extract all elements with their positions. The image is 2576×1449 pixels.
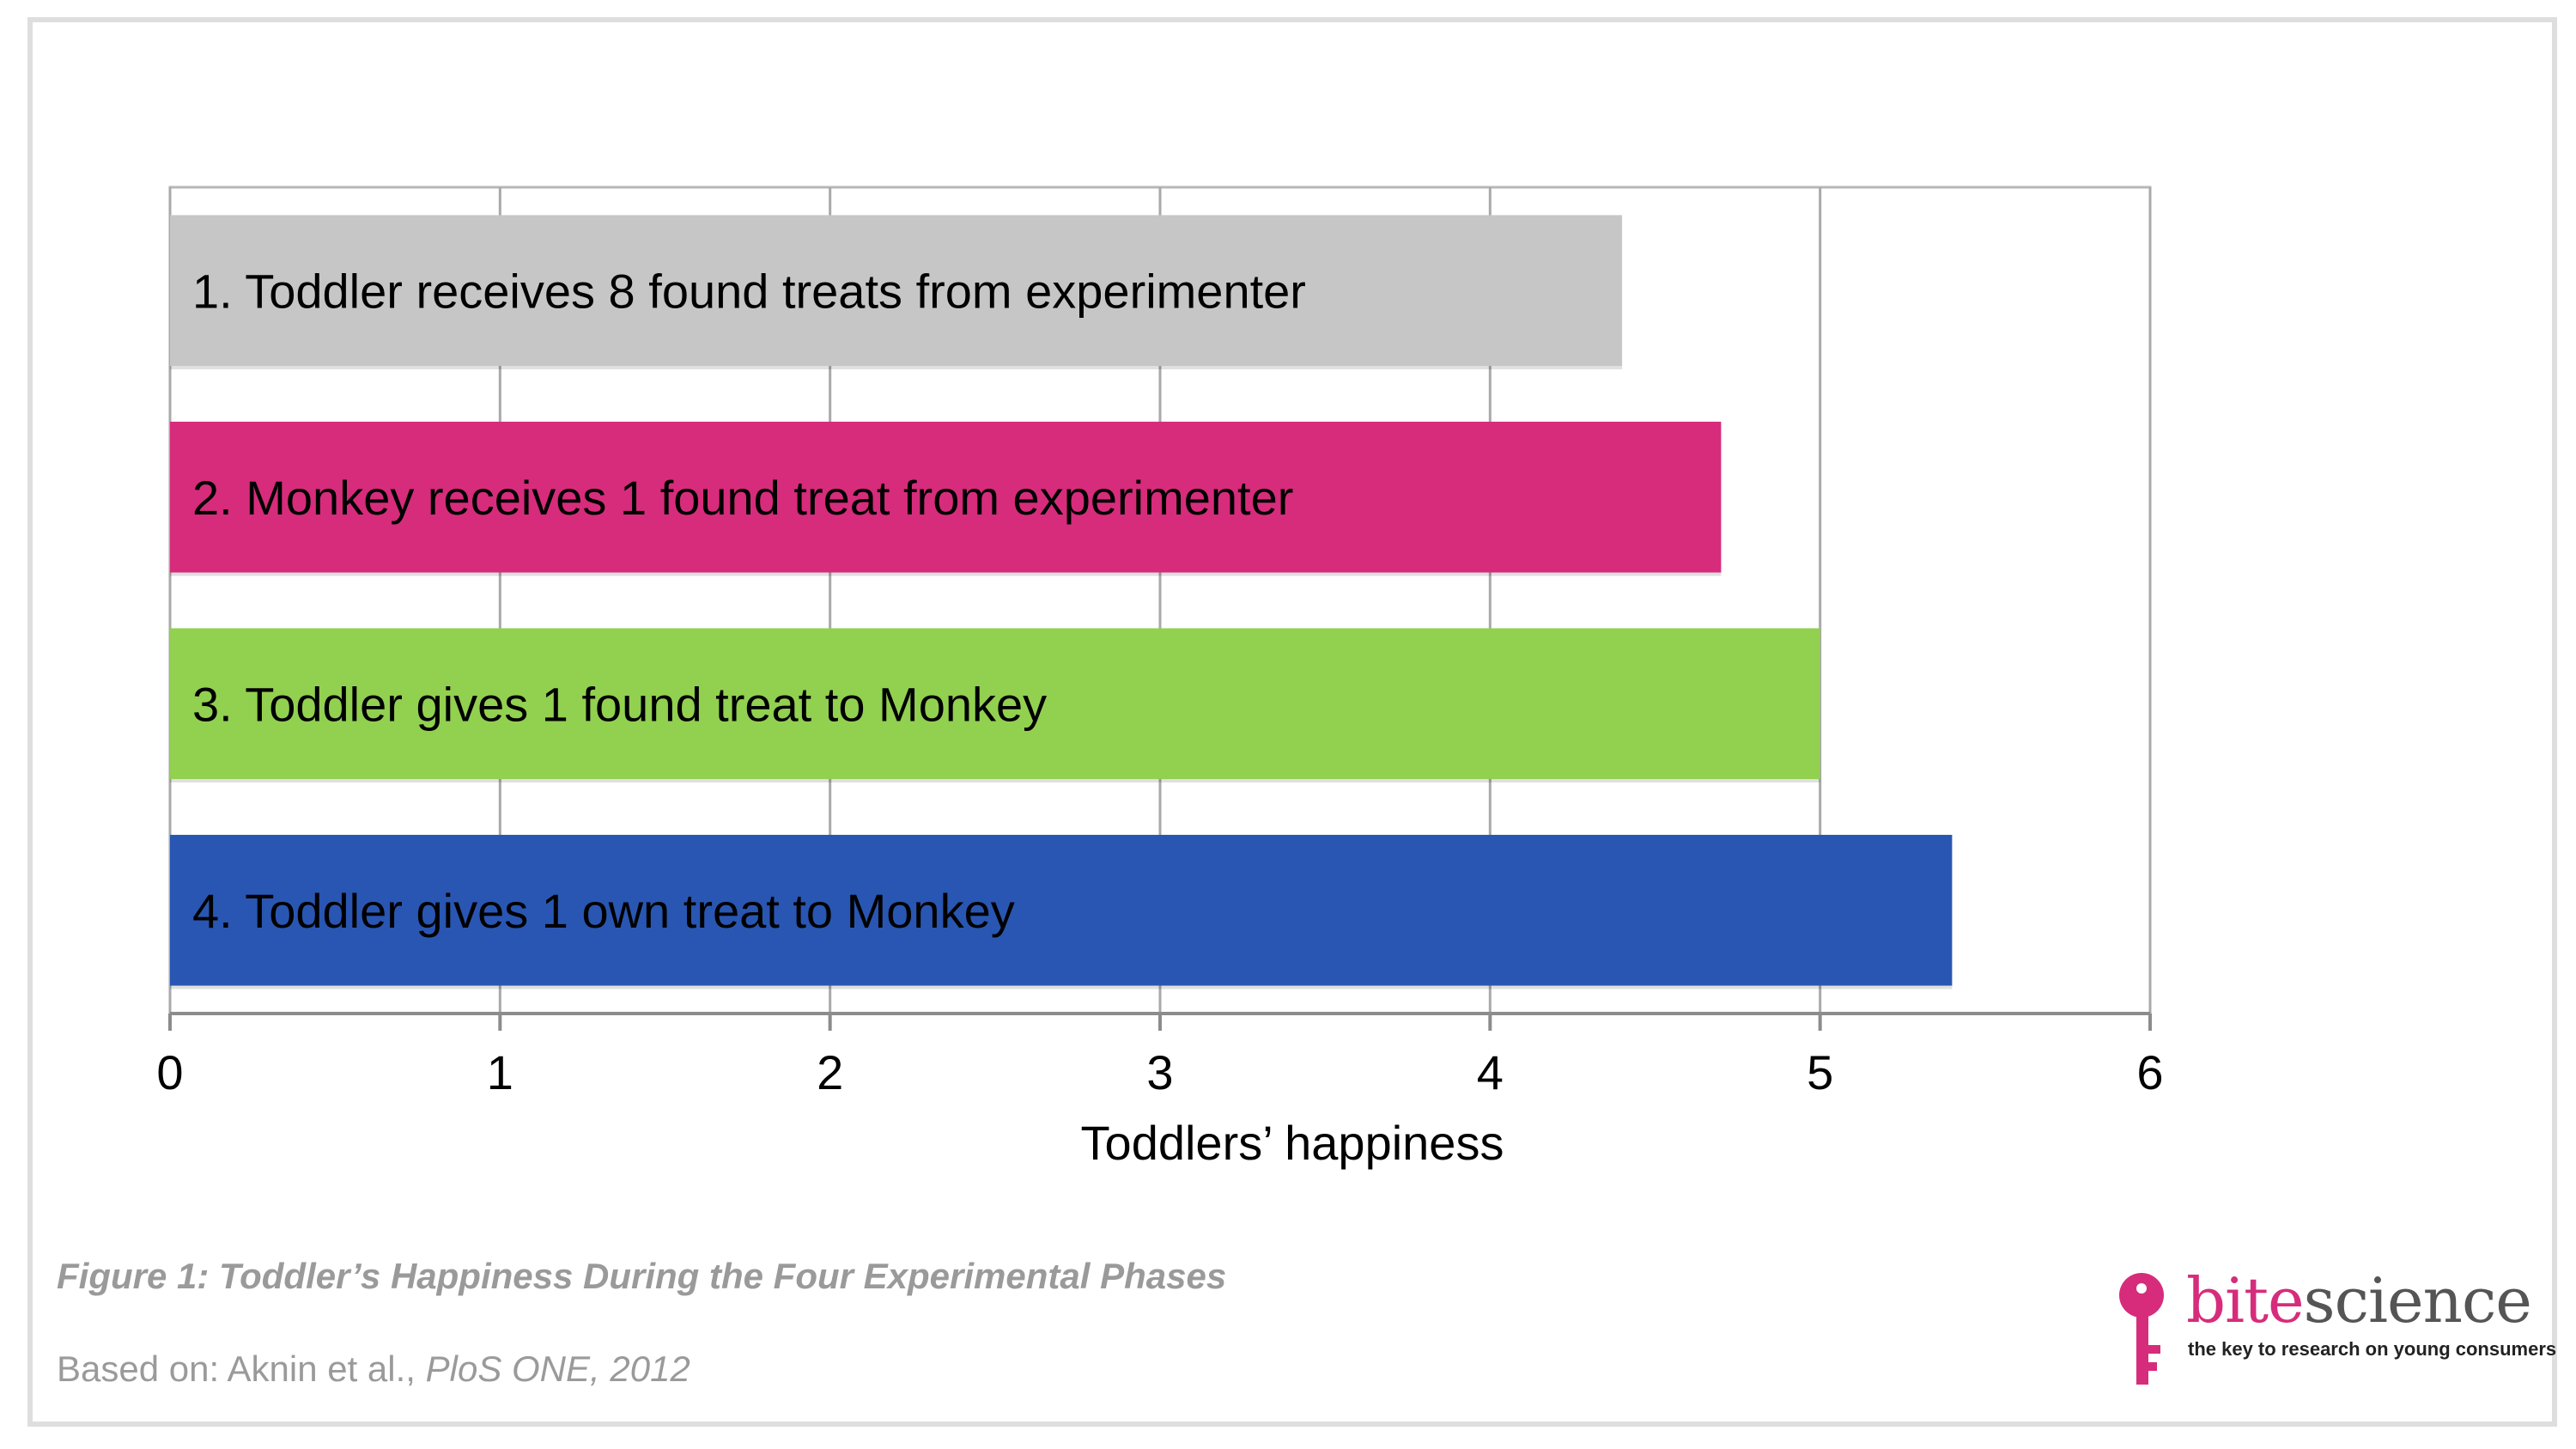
logo-word-science: science [2303, 1264, 2532, 1336]
bitescience-logo: bitescience the key to research on young… [2117, 1264, 2556, 1390]
bar-label: 1. Toddler receives 8 found treats from … [192, 264, 1306, 318]
figure-caption: Figure 1: Toddler’s Happiness During the… [57, 1256, 1227, 1296]
bar [170, 628, 1820, 780]
x-axis-title: Toddlers’ happiness [1080, 1116, 1504, 1170]
bar [170, 215, 1623, 367]
source-citation: Based on: Aknin et al., PloS ONE, 2012 [57, 1349, 690, 1390]
source-prefix: Based on: Aknin et al., [57, 1349, 426, 1389]
x-tick-label: 4 [1477, 1045, 1504, 1099]
bar [170, 421, 1722, 573]
x-tick-label: 0 [156, 1045, 183, 1099]
bar-label: 4. Toddler gives 1 own treat to Monkey [192, 884, 1015, 938]
source-journal: PloS ONE, 2012 [425, 1349, 690, 1389]
logo-tagline: the key to research on young consumers [2188, 1338, 2557, 1360]
x-tick-label: 2 [817, 1045, 843, 1099]
key-icon [2119, 1273, 2164, 1385]
x-tick-label: 6 [2136, 1045, 2163, 1099]
bar-label: 3. Toddler gives 1 found treat to Monkey [192, 677, 1047, 731]
logo-word-bite: bite [2186, 1264, 2305, 1336]
bar-label: 2. Monkey receives 1 found treat from ex… [192, 471, 1293, 525]
logo-wordmark: bitescience [2186, 1264, 2532, 1336]
x-tick-label: 1 [487, 1045, 513, 1099]
x-tick-label: 3 [1146, 1045, 1173, 1099]
bar [170, 834, 1953, 986]
x-tick-label: 5 [1807, 1045, 1833, 1099]
